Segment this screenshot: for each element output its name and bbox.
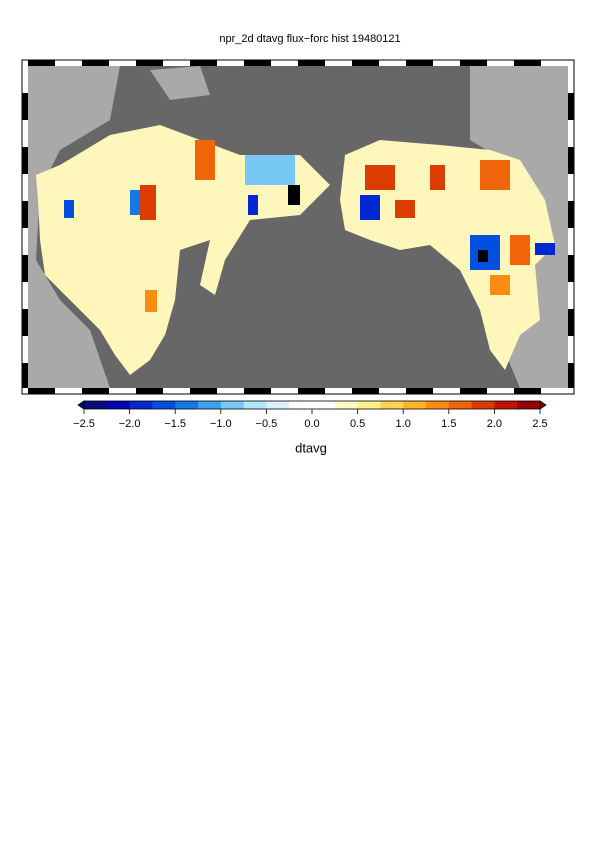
frame-check xyxy=(568,201,574,228)
frame-check xyxy=(22,363,28,388)
cell xyxy=(478,250,488,262)
cell xyxy=(145,290,157,312)
frame-check xyxy=(514,388,541,394)
frame-check xyxy=(298,60,325,66)
frame-check xyxy=(298,388,325,394)
frame-check xyxy=(22,255,28,282)
frame-check xyxy=(190,388,217,394)
frame-check xyxy=(514,60,541,66)
frame-check xyxy=(568,93,574,120)
colorbar-segment xyxy=(84,401,108,409)
anomaly-cells xyxy=(64,140,555,312)
frame-check xyxy=(568,309,574,336)
frame-check xyxy=(352,388,379,394)
colorbar-label: dtavg xyxy=(295,440,327,455)
cell xyxy=(490,275,510,295)
frame-check xyxy=(22,147,28,174)
frame-check xyxy=(28,60,55,66)
colorbar-tick-label: −0.5 xyxy=(256,418,278,430)
map xyxy=(21,59,575,395)
colorbar-segment xyxy=(448,401,473,409)
colorbar-arrow xyxy=(77,400,85,410)
colorbar-segment xyxy=(312,401,336,409)
colorbar-segment xyxy=(403,401,427,409)
colorbar-segment xyxy=(471,401,495,409)
colorbar-tick-label: 0.5 xyxy=(350,418,365,430)
colorbar-segment xyxy=(175,401,199,409)
frame-check xyxy=(22,93,28,120)
colorbar-segment xyxy=(380,401,404,409)
colorbar-tick-label: 2.0 xyxy=(487,418,502,430)
colorbar: −2.5 −2.0 −1.5 −1.0 −0.5 0.0 0.5 1.0 1.5 2.0 2.5 xyxy=(73,400,548,430)
colorbar-segment xyxy=(243,401,267,409)
cell xyxy=(248,195,258,215)
land-america xyxy=(470,66,568,388)
frame-check xyxy=(244,60,271,66)
frame-check xyxy=(82,388,109,394)
colorbar-tick-label: −2.0 xyxy=(119,418,141,430)
cell xyxy=(130,190,140,215)
region-alaska-canada xyxy=(340,140,555,370)
cell xyxy=(510,235,530,265)
frame-check xyxy=(352,60,379,66)
colorbar-segment xyxy=(152,401,176,409)
frame-check xyxy=(460,60,487,66)
frame-check xyxy=(568,147,574,174)
frame-check xyxy=(568,363,574,388)
cell xyxy=(480,160,510,190)
cell xyxy=(140,185,156,220)
frame-check xyxy=(460,388,487,394)
frame-check xyxy=(406,60,433,66)
frame-check xyxy=(568,255,574,282)
frame-checks xyxy=(22,60,574,394)
frame-check xyxy=(22,309,28,336)
frame-check xyxy=(136,388,163,394)
colorbar-tick-label: 1.5 xyxy=(441,418,456,430)
frame-check xyxy=(28,388,55,394)
cell xyxy=(395,200,415,218)
colorbar-segment xyxy=(106,401,131,409)
colorbar-segment xyxy=(494,401,518,409)
frame-check xyxy=(82,60,109,66)
colorbar-segment xyxy=(198,401,222,409)
cell xyxy=(288,185,300,205)
colorbar-tick-label: −1.5 xyxy=(164,418,186,430)
cell xyxy=(195,140,215,180)
frame-check xyxy=(190,60,217,66)
colorbar-segment xyxy=(220,401,245,409)
cell xyxy=(245,155,295,185)
colorbar-segment xyxy=(334,401,359,409)
cell xyxy=(360,195,380,220)
frame-check xyxy=(136,60,163,66)
cell xyxy=(64,200,74,218)
map-title: npr_2d dtavg flux−forc hist 19480121 xyxy=(219,33,400,45)
colorbar-segment xyxy=(129,401,153,409)
cell xyxy=(535,243,555,255)
frame-check xyxy=(22,201,28,228)
colorbar-tick-label: 2.5 xyxy=(532,418,547,430)
colorbar-segment xyxy=(357,401,381,409)
land-islands xyxy=(150,66,210,100)
colorbar-segment xyxy=(517,401,541,409)
colorbar-tick-label: −1.0 xyxy=(210,418,232,430)
colorbar-tick-label: 0.0 xyxy=(304,418,319,430)
colorbar-segment xyxy=(426,401,450,409)
cell xyxy=(365,165,395,190)
frame-check xyxy=(406,388,433,394)
cell xyxy=(430,165,445,190)
frame-check xyxy=(244,388,271,394)
colorbar-arrow xyxy=(539,400,547,410)
colorbar-tick-label: −2.5 xyxy=(73,418,95,430)
colorbar-segment xyxy=(289,401,313,409)
colorbar-tick-label: 1.0 xyxy=(396,418,411,430)
colorbar-segment xyxy=(266,401,290,409)
land-asia xyxy=(28,66,120,388)
region-siberia xyxy=(36,125,330,375)
